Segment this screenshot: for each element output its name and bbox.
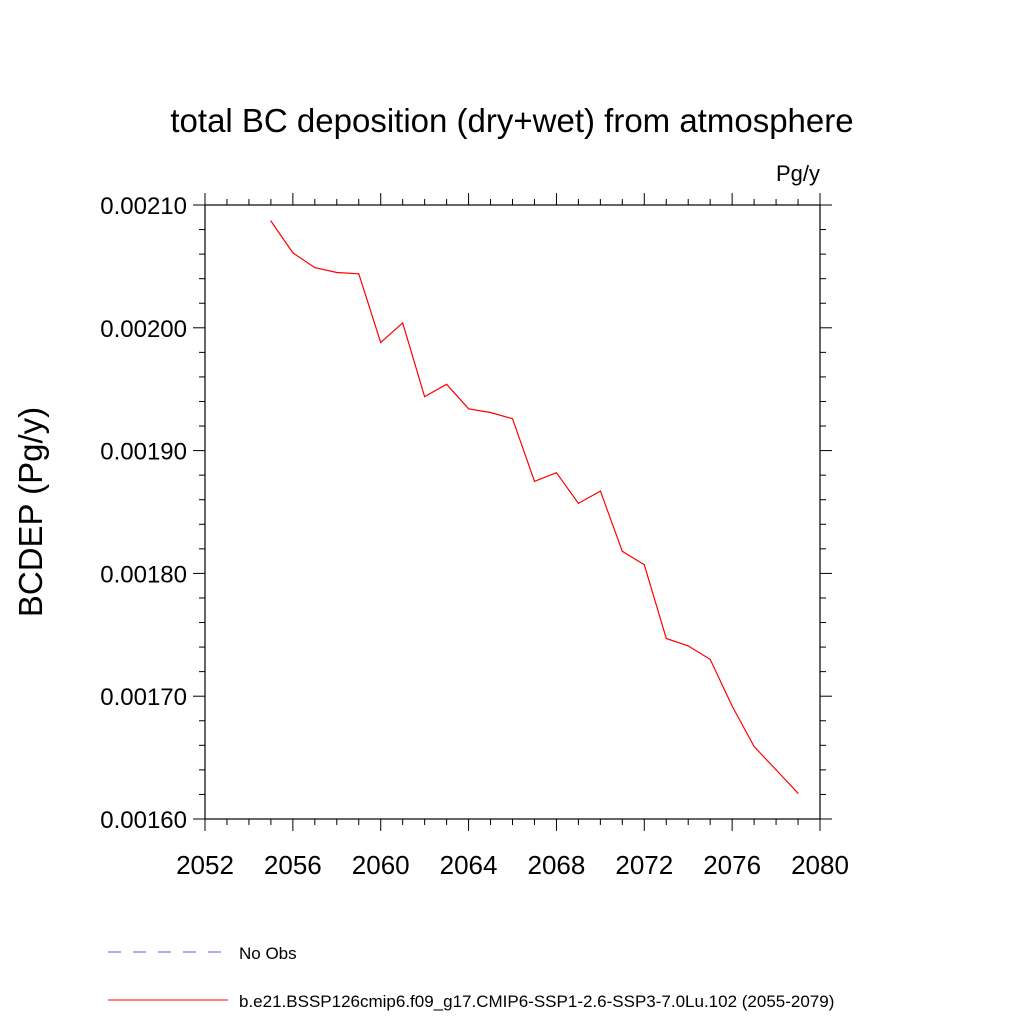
- data-point: [797, 792, 799, 794]
- x-tick-label: 2064: [440, 850, 498, 880]
- plot-frame: [204, 204, 821, 820]
- x-tick-label: 2056: [264, 850, 322, 880]
- data-point: [621, 550, 623, 552]
- data-point: [577, 502, 579, 505]
- data-point: [511, 418, 514, 420]
- data-point: [775, 769, 777, 771]
- y-axis-label: BCDEP (Pg/y): [12, 407, 49, 617]
- data-point: [270, 220, 272, 222]
- data-point: [731, 705, 733, 707]
- data-point: [358, 273, 360, 275]
- data-point: [555, 472, 558, 474]
- data-point: [380, 341, 382, 344]
- x-tick-label: 2072: [615, 850, 673, 880]
- data-point: [709, 658, 711, 660]
- series-line: [270, 220, 799, 794]
- x-tick-label: 2068: [528, 850, 586, 880]
- data-point: [753, 745, 755, 748]
- data-point: [599, 490, 601, 492]
- data-point: [489, 411, 492, 414]
- x-tick-label: 2076: [703, 850, 761, 880]
- axis-ticks: 2052 2056 2060 2064 2068 2072 2076 2080 0.00160 0…: [100, 193, 849, 880]
- y-tick-label: 0.00200: [100, 316, 187, 343]
- legend: No Obs b.e21.BSSP126cmip6.f09_g17.CMIP6-S…: [108, 944, 834, 1011]
- data-point: [402, 322, 404, 324]
- units-label: Pg/y: [776, 161, 820, 186]
- data-point: [292, 252, 294, 254]
- data-point: [687, 645, 689, 647]
- chart-title: total BC deposition (dry+wet) from atmos…: [170, 102, 853, 139]
- y-tick-label: 0.00190: [100, 439, 187, 466]
- data-point: [643, 564, 645, 566]
- y-tick-label: 0.00210: [100, 193, 187, 220]
- legend-label: b.e21.BSSP126cmip6.f09_g17.CMIP6-SSP1-2.…: [239, 992, 834, 1011]
- x-tick-label: 2060: [352, 850, 410, 880]
- data-point: [314, 267, 316, 269]
- y-tick-label: 0.00170: [100, 684, 187, 711]
- data-point: [336, 271, 338, 274]
- legend-label: No Obs: [239, 944, 297, 963]
- y-tick-label: 0.00160: [100, 807, 187, 834]
- data-point: [533, 480, 536, 482]
- data-point: [467, 408, 470, 410]
- x-tick-label: 2052: [176, 850, 234, 880]
- data-point: [665, 637, 667, 640]
- series-layer: [270, 220, 799, 794]
- data-point: [446, 383, 448, 385]
- x-tick-label: 2080: [791, 850, 849, 880]
- data-point: [424, 395, 426, 398]
- y-tick-label: 0.00180: [100, 561, 187, 588]
